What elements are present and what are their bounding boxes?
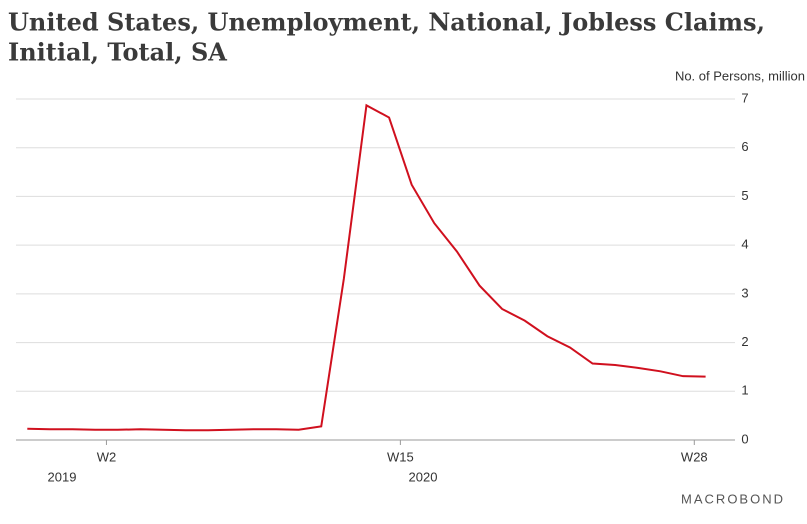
y-tick-label: 3 <box>741 285 748 300</box>
x-tick-label: W2 <box>97 449 117 464</box>
source-logo: MACROBOND <box>681 491 785 506</box>
x-year-label: 2019 <box>48 469 77 484</box>
y-tick-label: 7 <box>741 90 748 105</box>
y-tick-label: 5 <box>741 188 748 203</box>
y-tick-label: 1 <box>741 383 748 398</box>
chart-title-continuation: Initial, Total, SA <box>8 38 227 67</box>
x-tick-label: W28 <box>681 449 708 464</box>
data-line <box>27 103 706 432</box>
y-axis-label: No. of Persons, million <box>675 68 805 83</box>
y-tick-label: 2 <box>741 334 748 349</box>
y-tick-label: 6 <box>741 139 748 154</box>
x-tick-label: W15 <box>387 449 414 464</box>
chart-title-line-1: United States, Unemployment, National, J… <box>8 8 765 37</box>
x-year-label: 2020 <box>409 469 438 484</box>
y-tick-label: 4 <box>741 237 748 252</box>
y-tick-label: 0 <box>741 431 748 446</box>
